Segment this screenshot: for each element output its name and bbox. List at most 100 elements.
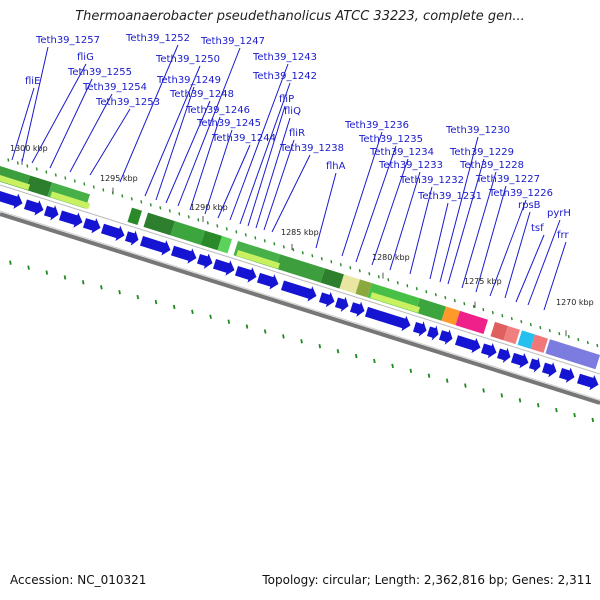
cog-feature-fill xyxy=(503,326,521,345)
cog-feature-fill xyxy=(370,292,421,314)
scale-tick xyxy=(434,293,437,297)
gene-label: Teth39_1228 xyxy=(459,160,524,171)
genome-summary: Topology: circular; Length: 2,362,816 bp… xyxy=(262,573,592,587)
scale-tick xyxy=(254,236,257,240)
scale-tick xyxy=(510,316,513,321)
scale-tick xyxy=(520,319,523,324)
cds-arrow-shape xyxy=(528,357,541,373)
gc-tick xyxy=(536,403,540,408)
cds-arrow-shape xyxy=(480,343,497,359)
scale-tick xyxy=(73,179,76,183)
gc-tick xyxy=(63,275,67,280)
scale-tick xyxy=(349,266,352,270)
cog-feature-fill xyxy=(455,310,488,335)
cds-arrow-shape xyxy=(23,199,44,216)
scale-tick xyxy=(197,218,200,222)
gene-label: Teth39_1230 xyxy=(445,125,510,136)
scale-tick xyxy=(235,230,238,234)
scale-tick xyxy=(7,158,10,162)
cds-arrow-shape xyxy=(510,352,529,369)
gc-tick xyxy=(172,304,176,310)
gene-label: rpsB xyxy=(518,200,541,211)
cds-arrow xyxy=(480,343,497,359)
gc-tick xyxy=(373,358,376,364)
gene-label: Teth39_1253 xyxy=(95,97,160,108)
scale-label: 1275 kbp xyxy=(464,277,502,286)
scale-tick xyxy=(396,281,399,285)
gc-tick xyxy=(81,280,85,285)
gc-tick xyxy=(518,398,522,403)
scale-tick xyxy=(548,328,551,333)
gc-tick xyxy=(427,373,431,378)
label-leader xyxy=(341,131,383,257)
cds-arrow-shape xyxy=(212,259,235,276)
scale-tick xyxy=(377,275,380,279)
backbone-line xyxy=(0,184,600,375)
label-leader xyxy=(155,86,195,201)
gc-tick xyxy=(209,314,212,319)
scale-tick xyxy=(292,248,295,252)
cog-feature-fill xyxy=(143,212,175,236)
accession-text: Accession: NC_010321 xyxy=(10,573,147,587)
gene-label: fliG xyxy=(77,52,94,63)
scale-tick xyxy=(301,251,304,255)
label-leader xyxy=(355,145,397,263)
cog-feature xyxy=(236,249,280,269)
cds-arrow-shape xyxy=(364,306,411,332)
scale-tick xyxy=(140,200,143,204)
cog-feature-fill xyxy=(355,279,373,298)
scale-tick xyxy=(358,269,361,273)
scale-tick xyxy=(339,263,342,267)
gc-tick xyxy=(445,378,449,383)
cds-arrow xyxy=(558,367,575,383)
cds-arrow xyxy=(196,253,213,269)
gene-label: Teth39_1236 xyxy=(344,120,409,131)
scale-tick xyxy=(539,325,542,330)
cds-arrow-shape xyxy=(558,367,575,383)
gene-label: Teth39_1243 xyxy=(252,52,317,63)
scale-tick xyxy=(311,254,314,258)
label-leader xyxy=(239,82,291,225)
cds-arrow-shape xyxy=(196,253,213,269)
scale-tick xyxy=(330,260,333,264)
cog-feature xyxy=(0,175,31,191)
cds-arrow xyxy=(334,296,349,312)
cds-arrow xyxy=(496,347,511,363)
scale-tick xyxy=(320,257,323,261)
cog-feature-fill xyxy=(25,175,52,197)
gene-label: Teth39_1227 xyxy=(475,174,540,185)
gc-tick xyxy=(27,265,30,270)
scale-tick xyxy=(83,182,86,186)
cog-feature xyxy=(200,230,223,251)
cog-feature xyxy=(545,339,600,370)
label-leader xyxy=(189,116,221,211)
scale-label: 1300 kbp xyxy=(10,144,48,153)
gc-tick xyxy=(9,260,12,265)
cog-feature-fill xyxy=(517,330,536,349)
cds-arrow xyxy=(412,321,427,337)
cds-arrow xyxy=(43,205,59,221)
gene-label: fliE xyxy=(25,76,40,87)
scale-tick xyxy=(168,209,171,213)
scale-tick xyxy=(463,302,466,306)
cog-feature-fill xyxy=(236,249,280,269)
cog-feature xyxy=(127,207,143,226)
gc-tick xyxy=(136,294,140,300)
scale-tick xyxy=(26,164,29,168)
scale-label: 1290 kbp xyxy=(190,203,228,212)
label-leader xyxy=(543,241,567,311)
scale-tick xyxy=(444,296,447,300)
cog-feature xyxy=(25,175,52,197)
cds-arrow xyxy=(170,245,197,264)
cds-arrow xyxy=(280,280,317,302)
label-leader xyxy=(217,144,251,219)
gene-label: Teth39_1242 xyxy=(252,71,317,82)
gc-skew-track xyxy=(9,260,595,423)
scale-tick xyxy=(387,278,390,282)
gene-label: Teth39_1252 xyxy=(125,33,190,44)
label-leader xyxy=(69,93,113,173)
cds-arrow xyxy=(528,357,541,373)
cds-arrow-shape xyxy=(541,362,557,378)
cds-arrow-shape xyxy=(43,205,59,221)
